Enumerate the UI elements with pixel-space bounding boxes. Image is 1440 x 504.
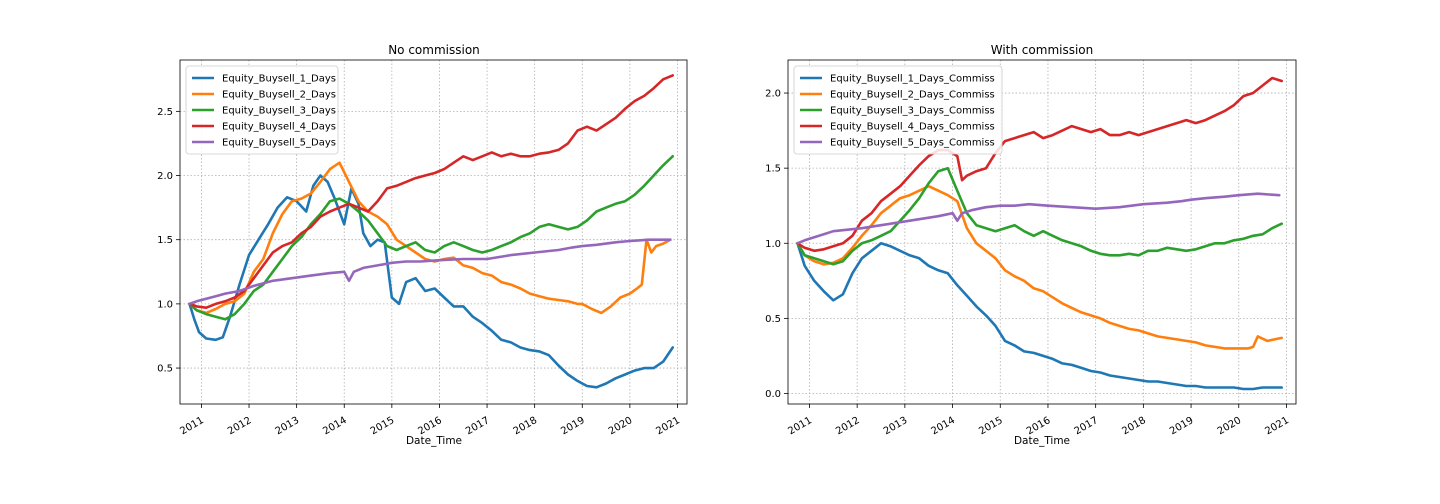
- x-tick-label: 2019: [1168, 415, 1196, 437]
- y-tick-label: 1.5: [157, 235, 173, 246]
- x-tick-label: 2011: [178, 415, 206, 437]
- series-lines: [188, 74, 675, 389]
- legend-label: Equity_Buysell_5_Days_Commiss: [830, 138, 995, 149]
- x-tick-label: 2016: [416, 415, 444, 437]
- x-tick-label: 2020: [607, 415, 635, 437]
- legend-label: Equity_Buysell_5_Days: [222, 138, 336, 149]
- chart-title: No commission: [388, 43, 480, 57]
- series-lines: [796, 76, 1283, 391]
- x-tick-label: 2014: [930, 415, 958, 437]
- series-line-equity-buysell-4-days-commiss: [796, 76, 1283, 253]
- y-tick-label: 0.0: [765, 389, 781, 400]
- x-tick-label: 2016: [1025, 415, 1053, 437]
- legend-label: Equity_Buysell_2_Days_Commiss: [830, 90, 995, 101]
- x-tick-label: 2018: [512, 415, 540, 437]
- chart-title: With commission: [991, 43, 1094, 57]
- series-line-equity-buysell-1-days-commiss: [796, 242, 1283, 391]
- x-axis-label: Date_Time: [1014, 435, 1070, 447]
- x-tick-label: 2015: [977, 415, 1005, 437]
- y-tick-label: 2.0: [157, 171, 173, 182]
- x-axis-ticks: 2011 2012 2013 2014 2015 2016 2017 2018 2019 2020…: [786, 404, 1291, 437]
- series-line-equity-buysell-4-days: [188, 74, 675, 310]
- plot-frame: [179, 59, 688, 405]
- chart-no-commission: No commission 0.51.01.52.02.5 2011 2012 20…: [157, 43, 688, 447]
- grid: [180, 60, 687, 404]
- y-tick-label: 1.0: [765, 239, 781, 250]
- x-tick-label: 2014: [321, 415, 349, 437]
- x-tick-label: 2017: [464, 415, 492, 437]
- legend-label: Equity_Buysell_1_Days: [222, 74, 336, 85]
- y-tick-label: 1.0: [157, 299, 173, 310]
- legend-box: [185, 65, 339, 155]
- y-tick-label: 0.5: [765, 314, 781, 325]
- y-axis-ticks: 0.5 1.0 1.5 2.0 2.5: [157, 107, 180, 375]
- y-tick-label: 0.5: [157, 364, 173, 375]
- x-tick-label: 2012: [834, 415, 862, 437]
- y-tick-label: 2.0: [765, 89, 781, 100]
- x-tick-label: 2015: [369, 415, 397, 437]
- legend-label: Equity_Buysell_4_Days: [222, 122, 336, 133]
- legend-box: [793, 65, 1003, 155]
- x-tick-label: 2017: [1073, 415, 1101, 437]
- legend: Equity_Buysell_1_Days Equity_Buysell_2_Da…: [185, 65, 339, 155]
- x-tick-label: 2020: [1216, 415, 1244, 437]
- legend-label: Equity_Buysell_2_Days: [222, 90, 336, 101]
- x-tick-label: 2021: [654, 415, 682, 437]
- legend-label: Equity_Buysell_4_Days_Commiss: [830, 122, 995, 133]
- x-axis-label: Date_Time: [406, 435, 462, 447]
- x-tick-label: 2013: [274, 415, 302, 437]
- x-tick-label: 2012: [226, 415, 254, 437]
- legend-label: Equity_Buysell_3_Days: [222, 106, 336, 117]
- series-line-equity-buysell-5-days-commiss: [796, 192, 1281, 245]
- legend: Equity_Buysell_1_Days_Commiss Equity_Buys…: [793, 65, 1003, 155]
- series-line-equity-buysell-3-days: [188, 155, 675, 321]
- series-line-equity-buysell-2-days-commiss: [796, 184, 1283, 350]
- y-tick-label: 1.5: [765, 164, 781, 175]
- x-tick-label: 2013: [882, 415, 910, 437]
- y-axis-ticks: 0.0 0.5 1.0 1.5 2.0: [765, 89, 788, 400]
- x-axis-ticks: 2011 2012 2013 2014 2015 2016 2017 2018 2019 2020…: [178, 404, 682, 437]
- legend-label: Equity_Buysell_3_Days_Commiss: [830, 106, 995, 117]
- y-tick-label: 2.5: [157, 107, 173, 118]
- chart-with-commission: With commission 0.0 0.5 1.0 1.5 2.0 2011 2012…: [765, 43, 1297, 447]
- series-line-equity-buysell-3-days-commiss: [796, 166, 1283, 266]
- x-tick-label: 2019: [559, 415, 587, 437]
- plot-frame: [787, 59, 1297, 405]
- x-tick-label: 2011: [786, 415, 814, 437]
- x-tick-label: 2021: [1263, 415, 1291, 437]
- legend-label: Equity_Buysell_1_Days_Commiss: [830, 74, 995, 85]
- x-tick-label: 2018: [1120, 415, 1148, 437]
- series-line-equity-buysell-1-days: [188, 174, 675, 389]
- series-line-equity-buysell-5-days: [188, 238, 672, 306]
